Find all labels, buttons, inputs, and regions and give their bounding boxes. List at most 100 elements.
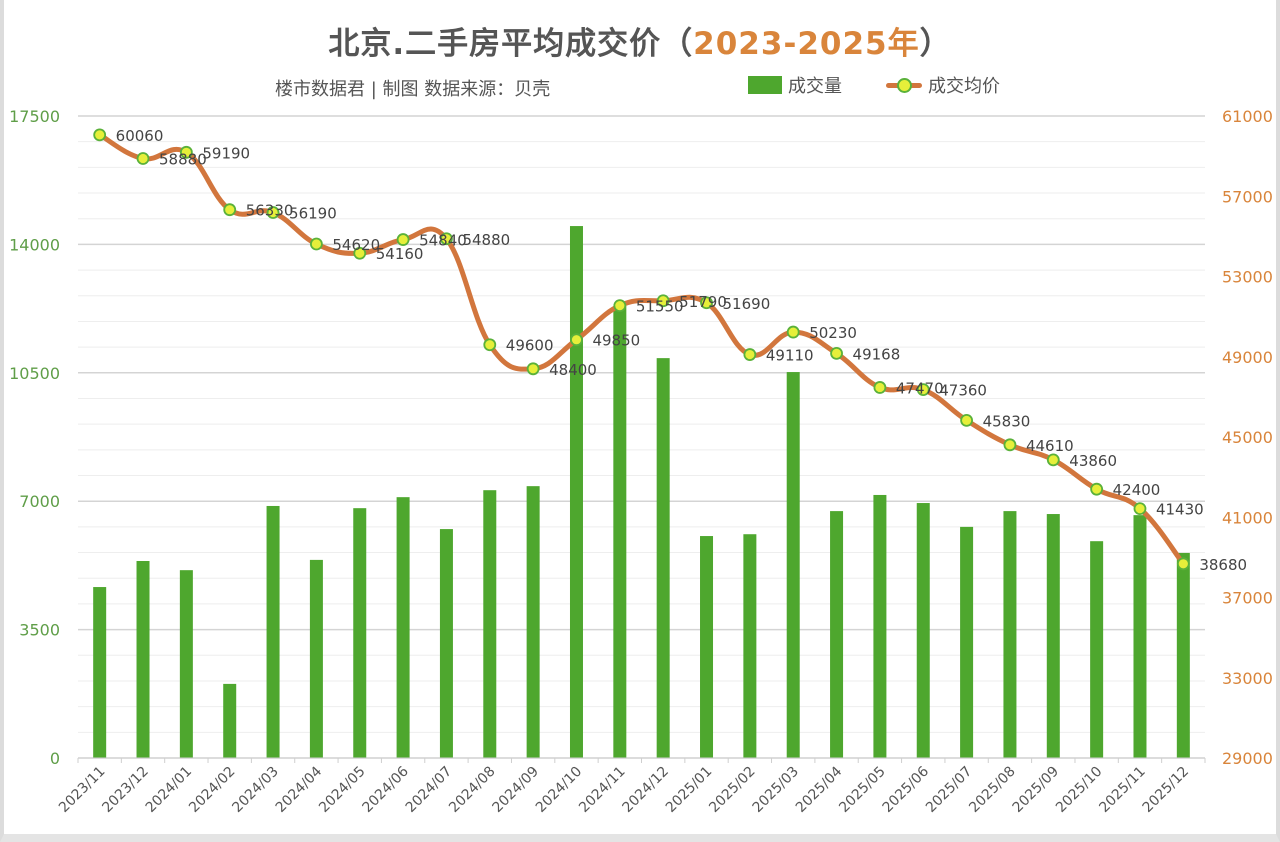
x-axis-label: 2024/03 xyxy=(229,764,281,816)
volume-bar xyxy=(743,534,757,758)
x-axis-label: 2024/12 xyxy=(620,764,672,816)
price-data-label: 60060 xyxy=(116,127,164,145)
price-marker xyxy=(310,237,323,251)
price-marker xyxy=(1046,453,1060,467)
price-data-label: 51690 xyxy=(723,295,771,313)
price-data-label: 38680 xyxy=(1199,556,1247,574)
x-axis: 2023/112023/122024/012024/022024/032024/… xyxy=(56,757,1206,816)
legend-label-volume: 成交量 xyxy=(788,76,842,97)
right-axis-tick: 37000 xyxy=(1222,589,1273,608)
x-axis-label: 2024/06 xyxy=(359,763,412,816)
price-marker xyxy=(1176,557,1190,571)
right-y-axis: 29000 33000 37000 41000 45000 49000 53000 57000… xyxy=(1222,107,1273,768)
x-axis-label: 2023/12 xyxy=(99,764,151,816)
price-data-label: 43860 xyxy=(1069,452,1117,470)
x-axis-label: 2024/05 xyxy=(316,764,368,816)
price-data-label: 49168 xyxy=(853,345,901,363)
x-axis-label: 2024/02 xyxy=(186,764,238,816)
chart-subtitle: 楼市数据君 | 制图 数据来源：贝壳 xyxy=(275,79,551,100)
x-axis-label: 2025/09 xyxy=(1010,764,1062,816)
right-axis-tick: 33000 xyxy=(1222,669,1273,688)
left-axis-tick: 14000 xyxy=(9,235,60,254)
volume-bar xyxy=(656,358,670,758)
right-axis-tick: 45000 xyxy=(1222,428,1273,447)
title-main: 北京.二手房平均成交价（ xyxy=(328,26,694,62)
volume-bar xyxy=(873,494,887,758)
left-axis-tick: 0 xyxy=(50,749,60,768)
volume-bar xyxy=(613,306,627,758)
volume-bar xyxy=(1133,515,1147,758)
x-axis-label: 2024/10 xyxy=(533,764,585,816)
price-marker xyxy=(396,233,410,246)
price-marker xyxy=(1133,502,1147,516)
x-axis-label: 2024/04 xyxy=(273,763,326,816)
price-data-label: 49850 xyxy=(592,332,640,350)
price-marker xyxy=(1090,482,1104,496)
left-y-axis: 0 3500 7000 10500 14000 17500 xyxy=(9,107,60,768)
left-axis-tick: 10500 xyxy=(9,364,60,383)
price-marker xyxy=(960,413,973,427)
price-marker xyxy=(136,152,150,165)
price-data-label: 51790 xyxy=(679,293,727,311)
price-marker xyxy=(93,128,107,142)
x-axis-label: 2024/09 xyxy=(490,764,542,816)
x-axis-label: 2024/07 xyxy=(403,764,455,816)
legend-item-price: 成交均价 xyxy=(886,72,1000,98)
price-marker xyxy=(526,362,540,376)
price-marker xyxy=(1003,438,1017,452)
x-axis-label: 2025/03 xyxy=(750,764,802,816)
price-data-label: 47360 xyxy=(939,382,987,400)
price-data-label: 45830 xyxy=(983,412,1031,430)
x-axis-label: 2024/08 xyxy=(446,764,498,816)
price-marker xyxy=(786,325,800,339)
price-data-label: 42400 xyxy=(1113,481,1161,499)
left-axis-tick: 17500 xyxy=(9,107,60,126)
price-data-label: 59190 xyxy=(202,144,250,162)
volume-bar xyxy=(136,560,150,758)
volume-bar xyxy=(353,508,367,758)
x-axis-label: 2023/11 xyxy=(56,764,108,816)
left-axis-tick: 3500 xyxy=(19,621,60,640)
volume-bar xyxy=(266,505,280,758)
right-axis-tick: 57000 xyxy=(1222,187,1273,206)
price-marker xyxy=(179,145,193,159)
volume-bar xyxy=(1090,541,1104,758)
x-axis-label: 2025/01 xyxy=(663,764,715,816)
price-marker xyxy=(613,299,627,312)
line-marker-swatch-icon xyxy=(886,76,922,94)
price-data-label: 54840 xyxy=(419,232,467,250)
price-marker xyxy=(266,206,280,219)
volume-bar xyxy=(786,372,800,758)
price-marker xyxy=(223,203,237,217)
volume-bar xyxy=(483,490,497,758)
volume-bar xyxy=(1176,552,1190,758)
price-data-label: 49110 xyxy=(766,347,814,365)
x-axis-label: 2025/06 xyxy=(880,763,933,816)
volume-bar xyxy=(526,486,540,758)
price-marker xyxy=(700,296,713,310)
right-axis-tick: 53000 xyxy=(1222,268,1273,287)
price-marker xyxy=(440,232,453,246)
price-marker xyxy=(656,294,670,308)
volume-bar xyxy=(569,226,583,759)
volume-bar xyxy=(916,503,930,758)
price-data-label: 47470 xyxy=(896,379,944,397)
price-data-label: 56330 xyxy=(246,202,294,220)
volume-bar xyxy=(960,526,974,758)
price-line xyxy=(97,132,1186,567)
chart-title: 北京.二手房平均成交价（2023-2025年） xyxy=(0,18,1280,63)
gridlines xyxy=(78,115,1205,759)
right-axis-tick: 29000 xyxy=(1222,749,1273,768)
volume-bar xyxy=(309,559,323,758)
right-axis-tick: 41000 xyxy=(1222,508,1273,527)
price-data-label: 54620 xyxy=(332,236,380,254)
legend-label-price: 成交均价 xyxy=(928,76,1000,97)
x-axis-label: 2024/11 xyxy=(576,764,628,816)
price-data-label: 58880 xyxy=(159,151,207,169)
legend-item-volume: 成交量 xyxy=(748,72,842,98)
x-axis-label: 2025/10 xyxy=(1053,764,1105,816)
price-marker xyxy=(873,381,887,394)
volume-bar xyxy=(700,536,714,758)
